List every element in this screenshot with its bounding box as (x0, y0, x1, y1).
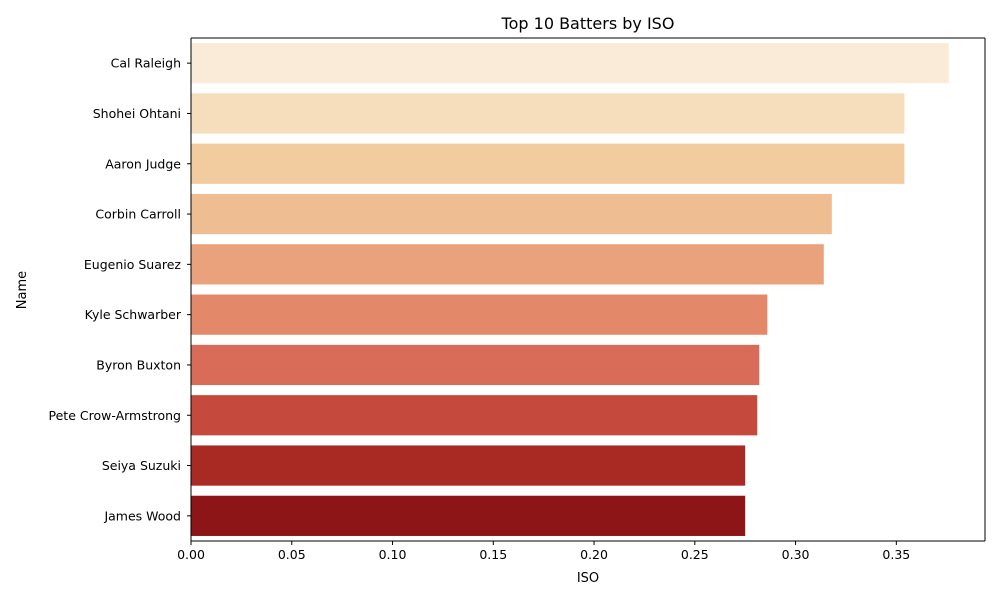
x-tick-label: 0.25 (681, 547, 709, 562)
x-tick-label: 0.10 (379, 547, 407, 562)
bar (191, 344, 760, 386)
x-tick-label: 0.35 (882, 547, 910, 562)
bar (191, 143, 905, 184)
y-axis-label: Name (15, 271, 30, 309)
x-tick-label: 0.00 (177, 547, 205, 562)
bar (191, 93, 905, 134)
y-tick-label: Byron Buxton (96, 357, 181, 372)
x-tick-label: 0.20 (580, 547, 608, 562)
y-axis-ticks: Cal Raleigh Shohei Ohtani Aaron Judge Corbi… (49, 56, 191, 523)
y-tick-label: Shohei Ohtani (93, 106, 181, 121)
y-tick-label: Aaron Judge (105, 156, 181, 171)
x-tick-label: 0.30 (782, 547, 810, 562)
bar (191, 445, 746, 486)
y-tick-label: Corbin Carroll (95, 207, 181, 222)
y-tick-label: Cal Raleigh (111, 56, 181, 71)
bars-group (191, 43, 949, 536)
y-tick-label: Seiya Suzuki (102, 458, 181, 473)
bar (191, 495, 746, 536)
y-tick-label: Pete Crow-Armstrong (49, 408, 181, 423)
y-tick-label: James Wood (103, 508, 181, 523)
x-axis-ticks: 0.00 0.05 0.10 0.15 0.20 0.25 0.30 0.35 (177, 541, 910, 562)
x-axis-label: ISO (577, 571, 599, 586)
bar (191, 43, 949, 84)
bar (191, 395, 758, 436)
bar (191, 193, 832, 235)
y-tick-label: Kyle Schwarber (85, 307, 182, 322)
bar (191, 294, 768, 335)
chart-title: Top 10 Batters by ISO (501, 14, 675, 33)
bar (191, 244, 824, 285)
y-tick-label: Eugenio Suarez (84, 257, 182, 272)
axes-frame (190, 37, 986, 542)
x-tick-label: 0.15 (479, 547, 507, 562)
x-tick-label: 0.05 (278, 547, 306, 562)
